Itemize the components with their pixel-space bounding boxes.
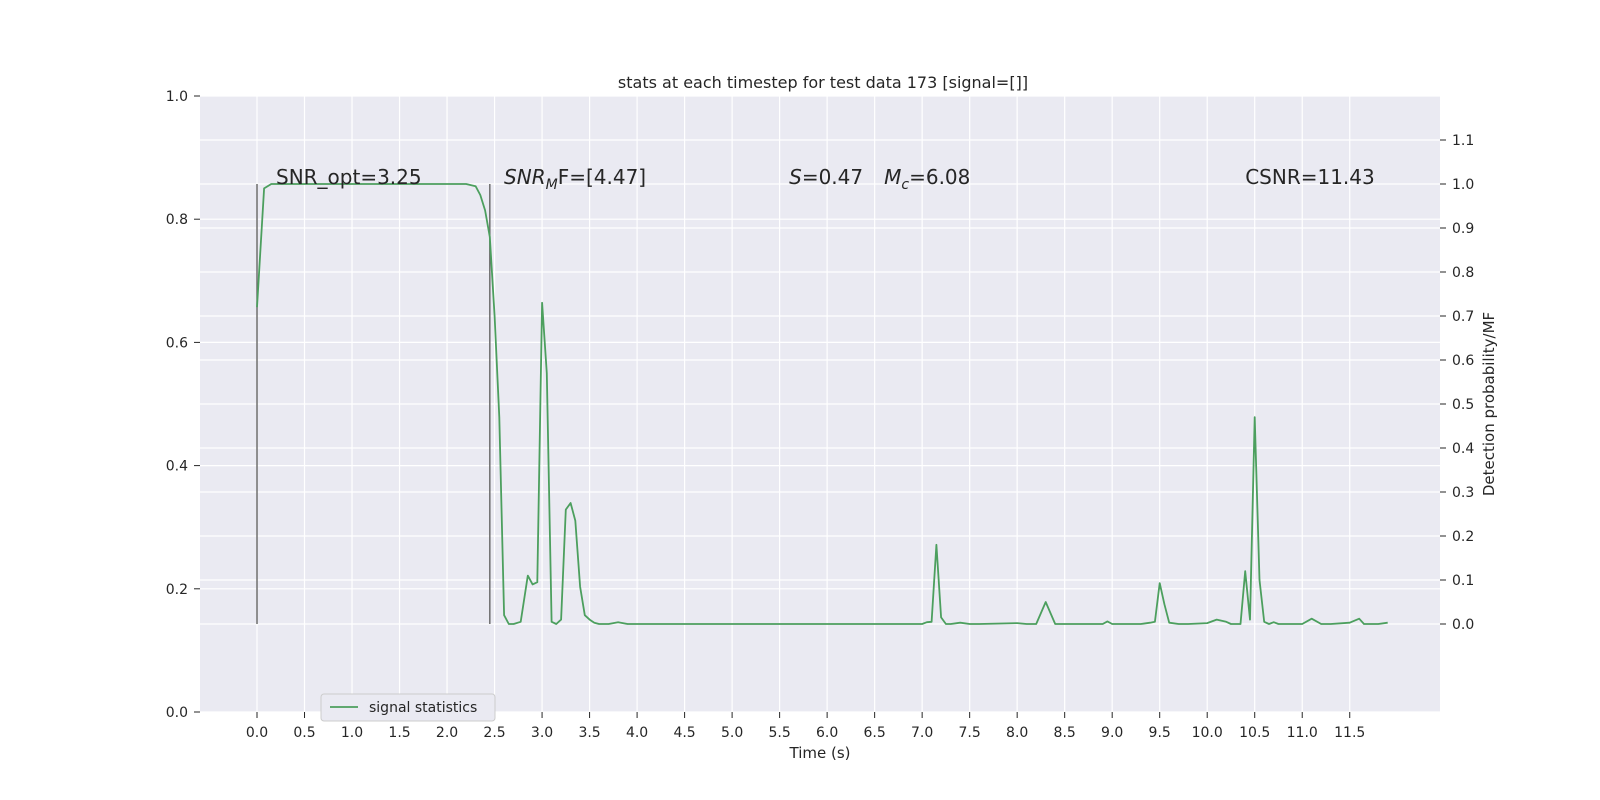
y2-tick-label: 0.2 bbox=[1452, 529, 1474, 545]
annotations: SNR_opt=3.25 SNRMF=[4.47] S=0.47 Mc=6.08 CSN… bbox=[276, 165, 1375, 193]
chart-title: stats at each timestep for test data 173… bbox=[618, 73, 1028, 92]
series-group bbox=[256, 183, 1388, 625]
x-tick-label: 6.0 bbox=[816, 725, 838, 741]
x-tick-label: 0.5 bbox=[293, 725, 315, 741]
annotation-snr-opt: SNR_opt=3.25 bbox=[276, 165, 422, 189]
x-tick-label: 7.0 bbox=[911, 725, 933, 741]
y-tick-label: 0.4 bbox=[166, 459, 188, 475]
x-tick-label: 10.0 bbox=[1192, 725, 1223, 741]
x-tick-label: 3.0 bbox=[531, 725, 553, 741]
annotation-s: S=0.47 bbox=[789, 165, 863, 189]
x-tick-label: 0.0 bbox=[246, 725, 268, 741]
x-tick-label: 9.0 bbox=[1101, 725, 1123, 741]
x-tick-label: 2.5 bbox=[483, 725, 505, 741]
y-tick-label: 1.0 bbox=[166, 89, 188, 105]
annotation-mc: Mc=6.08 bbox=[884, 165, 970, 193]
y-tick-label: 0.8 bbox=[166, 212, 188, 228]
y-tick-label: 0.2 bbox=[166, 582, 188, 598]
legend[interactable]: signal statistics bbox=[320, 693, 496, 722]
y2-tick-label: 0.9 bbox=[1452, 221, 1474, 237]
y2-tick-label: 0.3 bbox=[1452, 485, 1474, 501]
y2-tick-label: 0.8 bbox=[1452, 265, 1474, 281]
x-axis-label: Time (s) bbox=[789, 744, 851, 762]
x-tick-label: 6.5 bbox=[864, 725, 886, 741]
annotation-csnr: CSNR=11.43 bbox=[1245, 165, 1375, 189]
y2-tick-label: 0.5 bbox=[1452, 397, 1474, 413]
y2-ticks: 0.0 0.1 0.2 0.3 0.4 0.5 0.6 0.7 0.8 0.9 1.0 1.1 bbox=[1440, 133, 1474, 633]
x-ticks: 0.0 0.5 1.0 1.5 2.0 2.5 3.0 3.5 4.0 4.5 5.0 5.5 6.0 6… bbox=[246, 712, 1365, 741]
x-tick-label: 8.5 bbox=[1054, 725, 1076, 741]
y2-axis-label: Detection probability/MF bbox=[1480, 312, 1498, 496]
x-tick-label: 9.5 bbox=[1149, 725, 1171, 741]
y2-tick-label: 1.1 bbox=[1452, 133, 1474, 149]
legend-label: signal statistics bbox=[369, 700, 477, 716]
y2-tick-label: 0.7 bbox=[1452, 309, 1474, 325]
legend-box bbox=[320, 693, 496, 722]
y2-tick-label: 0.4 bbox=[1452, 441, 1474, 457]
x-tick-label: 11.0 bbox=[1287, 725, 1318, 741]
y-ticks: 0.0 0.2 0.4 0.6 0.8 1.0 bbox=[166, 89, 200, 721]
y-tick-label: 0.0 bbox=[166, 705, 188, 721]
annotation-snr-mf: SNRMF=[4.47] bbox=[504, 165, 646, 193]
y2-tick-label: 0.0 bbox=[1452, 617, 1474, 633]
y2-tick-label: 1.0 bbox=[1452, 177, 1474, 193]
x-tick-label: 5.0 bbox=[721, 725, 743, 741]
x-tick-label: 11.5 bbox=[1334, 725, 1365, 741]
y-tick-label: 0.6 bbox=[166, 335, 188, 351]
y2-tick-label: 0.6 bbox=[1452, 353, 1474, 369]
x-tick-label: 2.0 bbox=[436, 725, 458, 741]
y2-tick-label: 0.1 bbox=[1452, 573, 1474, 589]
x-tick-label: 4.5 bbox=[673, 725, 695, 741]
grid-lines bbox=[200, 95, 1440, 713]
marker-lines bbox=[256, 184, 491, 624]
x-tick-label: 7.5 bbox=[959, 725, 981, 741]
x-tick-label: 3.5 bbox=[578, 725, 600, 741]
series-line bbox=[256, 183, 1388, 625]
x-tick-label: 10.5 bbox=[1239, 725, 1270, 741]
x-tick-label: 5.5 bbox=[768, 725, 790, 741]
x-tick-label: 4.0 bbox=[626, 725, 648, 741]
x-tick-label: 1.0 bbox=[341, 725, 363, 741]
x-tick-label: 1.5 bbox=[388, 725, 410, 741]
x-tick-label: 8.0 bbox=[1006, 725, 1028, 741]
